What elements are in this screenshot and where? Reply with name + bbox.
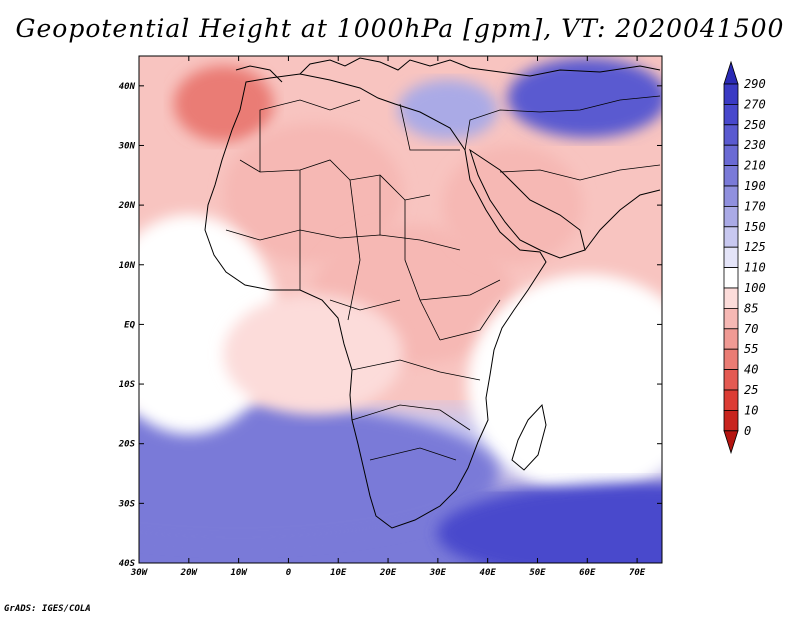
lon-tick-label: 30E bbox=[429, 568, 447, 578]
colorbar-swatch bbox=[723, 287, 739, 309]
lon-tick-label: 10E bbox=[330, 568, 347, 578]
madagascar-coast bbox=[511, 403, 547, 471]
colorbar-level-label: 10 bbox=[744, 403, 758, 417]
colorbar-swatch bbox=[723, 246, 739, 268]
colorbar-bottom-arrow bbox=[723, 430, 739, 455]
colorbar-level-label: 85 bbox=[744, 301, 758, 315]
grads-credit: GrADS: IGES/COLA bbox=[4, 604, 91, 614]
colorbar-level-label: 210 bbox=[744, 159, 766, 173]
map-title: Geopotential Height at 1000hPa [gpm], VT… bbox=[15, 14, 785, 43]
colorbar-swatch bbox=[723, 104, 739, 126]
colorbar-level-label: 70 bbox=[744, 322, 758, 336]
europe-coast bbox=[299, 57, 661, 77]
colorbar-level-label: 0 bbox=[744, 424, 751, 438]
colorbar-swatch bbox=[723, 144, 739, 166]
lon-tick-label: 50E bbox=[529, 568, 546, 578]
lat-tick-label: 10N bbox=[119, 261, 136, 271]
lon-tick-label: 20E bbox=[379, 568, 397, 578]
colorbar-swatch bbox=[723, 328, 739, 350]
lon-tick-label: 0 bbox=[286, 568, 292, 578]
arabia-coast bbox=[469, 148, 586, 259]
lat-tick-label: 40N bbox=[119, 82, 136, 92]
lon-tick-label: 10W bbox=[230, 568, 248, 578]
colorbar-level-label: 290 bbox=[744, 77, 766, 91]
field-region bbox=[467, 274, 662, 495]
field-region bbox=[139, 403, 499, 544]
field-region bbox=[437, 483, 662, 563]
lat-tick-label: 20N bbox=[118, 201, 136, 211]
colorbar-level-label: 110 bbox=[744, 261, 766, 275]
country-borders bbox=[225, 95, 661, 461]
colorbar-swatch bbox=[723, 205, 739, 228]
colorbar-level-label: 150 bbox=[744, 220, 766, 234]
colorbar-level-label: 230 bbox=[744, 138, 766, 152]
colorbar-level-label: 190 bbox=[744, 179, 766, 193]
lat-tick-label: 20S bbox=[118, 440, 136, 450]
plot-area bbox=[139, 56, 662, 563]
field-region bbox=[507, 57, 662, 138]
colorbar-level-label: 250 bbox=[744, 118, 766, 132]
colorbar-top-arrow bbox=[723, 60, 739, 85]
colorbar-swatch bbox=[723, 124, 739, 146]
colorbar-level-label: 25 bbox=[744, 383, 758, 397]
latitude-axis: 40N 30N 20N 10N EQ 10S 20S 30S 40S bbox=[118, 82, 662, 569]
lon-tick-label: 60E bbox=[579, 568, 596, 578]
lat-tick-label: 30N bbox=[118, 141, 136, 151]
colorbar-swatch bbox=[723, 389, 739, 411]
colorbar-swatch bbox=[723, 226, 739, 248]
colorbar-swatch bbox=[723, 307, 739, 330]
colorbar-level-label: 100 bbox=[744, 281, 766, 295]
lat-tick-label: 40S bbox=[119, 559, 136, 569]
field-region bbox=[173, 65, 274, 142]
colorbar-swatch bbox=[723, 369, 739, 391]
lat-tick-label: EQ bbox=[124, 320, 135, 330]
colorbar-swatch bbox=[723, 83, 739, 105]
colorbar-swatch bbox=[723, 267, 739, 289]
field-region bbox=[397, 79, 498, 140]
gulf-coast bbox=[584, 189, 661, 251]
colorbar-level-label: 125 bbox=[744, 240, 766, 254]
africa-coastline bbox=[204, 73, 547, 529]
colorbar-level-label: 40 bbox=[744, 363, 758, 377]
colorbar-swatch bbox=[723, 348, 739, 371]
colorbar-level-label: 270 bbox=[744, 97, 766, 111]
lon-tick-label: 40E bbox=[480, 568, 497, 578]
field-region bbox=[442, 145, 583, 266]
lon-tick-label: 70E bbox=[629, 568, 646, 578]
colorbar-swatch bbox=[723, 165, 739, 187]
colorbar-swatch bbox=[723, 409, 739, 432]
longitude-axis: 30W 20W 10W 0 10E 20E 30E 40E 50E 60E 70E bbox=[130, 56, 646, 578]
lon-tick-label: 30W bbox=[130, 568, 149, 578]
coastlines bbox=[204, 57, 661, 529]
colorbar-level-label: 170 bbox=[744, 199, 766, 213]
colorbar-swatch bbox=[723, 185, 739, 207]
plot-frame bbox=[138, 55, 663, 564]
colorbar-level-label: 55 bbox=[744, 342, 758, 356]
iberia-coast bbox=[235, 65, 283, 83]
lat-tick-label: 30S bbox=[118, 499, 136, 509]
lon-tick-label: 20W bbox=[180, 568, 199, 578]
field-region bbox=[223, 294, 404, 415]
lat-tick-label: 10S bbox=[119, 380, 136, 390]
colorbar: 2902702502302101901701501251101008570554… bbox=[723, 60, 766, 455]
field-region bbox=[223, 123, 404, 264]
